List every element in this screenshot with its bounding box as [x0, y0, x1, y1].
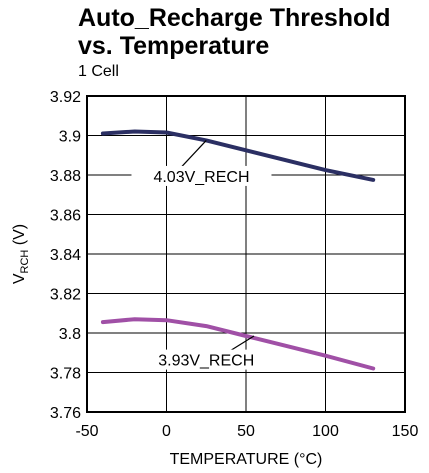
y-axis-label: VRCH (V) [11, 224, 31, 284]
y-tick-label: 3.86 [50, 208, 81, 225]
series-lines [100, 129, 376, 371]
y-tick-label: 3.84 [50, 247, 81, 264]
x-tick-label: 50 [237, 423, 255, 440]
x-tick-label: -50 [75, 423, 98, 440]
series-line [100, 129, 376, 182]
chart-title-line-2: vs. Temperature [78, 32, 270, 60]
y-tick-labels: 3.76 3.78 3.8 3.82 3.84 3.86 3.88 3.9 3.92 [50, 89, 81, 422]
y-axis-label-subscript: RCH [19, 250, 31, 274]
y-tick-label: 3.92 [50, 89, 81, 106]
series-label: 4.03V_RECH [153, 169, 249, 186]
x-axis-label: TEMPERATURE (°C) [170, 451, 323, 468]
y-axis-label-main: V [11, 273, 28, 284]
y-tick-label: 3.88 [50, 168, 81, 185]
chart-subtitle: 1 Cell [78, 63, 119, 80]
x-tick-label: 150 [392, 423, 419, 440]
plot-frame [86, 95, 406, 413]
y-axis-label-unit: (V) [11, 224, 28, 250]
y-tick-label: 3.8 [59, 326, 81, 343]
y-tick-label: 3.82 [50, 287, 81, 304]
series-line [100, 317, 376, 371]
x-tick-label: 100 [312, 423, 339, 440]
y-tick-label: 3.76 [50, 405, 81, 422]
y-tick-label: 3.9 [59, 129, 81, 146]
chart-title: Auto_Recharge Threshold vs. Temperature [78, 4, 391, 60]
chart-title-line-1: Auto_Recharge Threshold [78, 4, 391, 32]
series-label-background [136, 349, 277, 370]
y-tick-label: 3.78 [50, 366, 81, 383]
series-label: 3.93V_RECH [158, 353, 254, 370]
x-tick-label: 0 [162, 423, 171, 440]
series-label-background [131, 165, 272, 186]
series-labels: 4.03V_RECH 3.93V_RECH [131, 140, 277, 370]
x-tick-labels: -50 0 50 100 150 [75, 423, 418, 440]
